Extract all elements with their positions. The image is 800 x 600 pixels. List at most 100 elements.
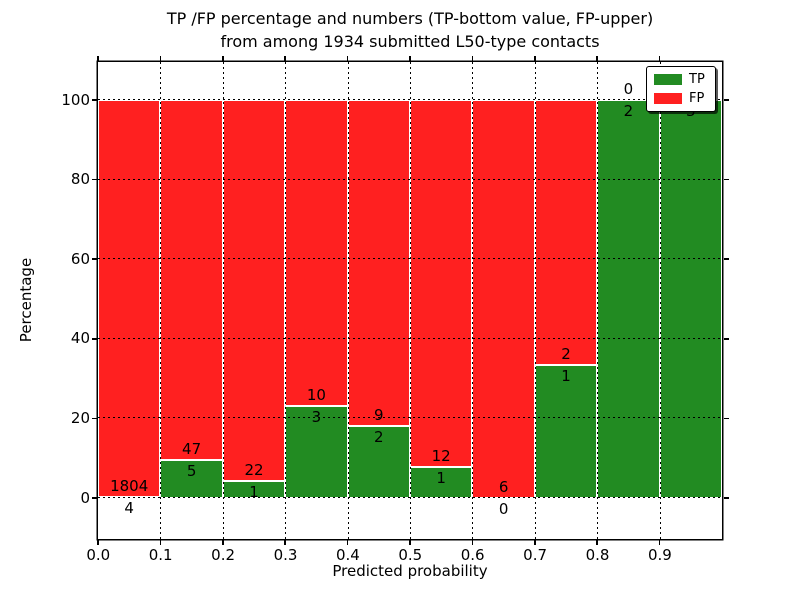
tick-label-x: 0.6 [460, 546, 485, 564]
gridline-vertical [285, 62, 287, 539]
gridline-vertical [160, 62, 162, 539]
legend: TP FP [646, 66, 716, 112]
tick-label-y: 60 [70, 249, 90, 268]
bar-count-label-tp: 0 [498, 500, 509, 518]
tick-mark-y-left [91, 497, 97, 499]
tick-mark-x-top [658, 56, 661, 61]
tick-mark-y-left [91, 417, 97, 420]
tick-mark-y-left [91, 99, 97, 101]
chart-title-line-1: TP /FP percentage and numbers (TP-bottom… [166, 9, 654, 28]
x-axis-label: Predicted probability [332, 562, 488, 580]
tick-label-x: 0.9 [647, 546, 672, 564]
tick-mark-x-top [346, 56, 349, 61]
gridline-horizontal [98, 99, 722, 100]
tick-mark-x-top [534, 56, 536, 61]
bar-count-label-fp: 1804 [110, 477, 149, 496]
tick-mark-x-top [409, 56, 411, 61]
tick-label-x: 0.0 [86, 546, 111, 564]
gridline-horizontal [98, 337, 722, 339]
tick-label-x: 0.4 [335, 546, 360, 564]
bar-segment-fp [285, 100, 348, 407]
legend-swatch-fp [654, 93, 682, 104]
bar-count-label-fp: 12 [431, 447, 451, 466]
bar-segment-tp [534, 365, 598, 498]
legend-row-tp: TP [654, 73, 708, 86]
tick-mark-y-right [723, 258, 729, 260]
legend-label-tp: TP [689, 72, 705, 87]
tick-label-x: 0.2 [211, 546, 236, 564]
bar-count-label-fp: 9 [374, 405, 384, 424]
bar-segment-fp [472, 100, 535, 498]
tick-label-y: 20 [70, 408, 90, 427]
legend-swatch-tp [654, 74, 682, 85]
plot-area: 180444752211039212160210203 [98, 62, 722, 539]
bar-count-label-fp: 2 [561, 345, 571, 364]
tick-mark-x-bottom [222, 540, 224, 545]
bar-count-label-tp: 1 [249, 482, 259, 501]
tick-mark-y-right [723, 99, 729, 101]
tick-label-x: 0.8 [585, 546, 610, 564]
tick-label-y: 80 [70, 170, 90, 189]
tick-label-x: 0.1 [148, 546, 173, 564]
y-axis-label: Percentage [17, 257, 35, 343]
tick-label-y: 0 [80, 488, 90, 507]
gridline-vertical [534, 62, 536, 539]
tick-mark-x-bottom [658, 540, 661, 545]
tick-mark-y-left [91, 338, 97, 340]
tick-mark-x-bottom [596, 540, 598, 545]
tick-label-x: 0.5 [398, 546, 423, 564]
gridline-horizontal [98, 258, 722, 260]
gridline-horizontal [98, 178, 722, 180]
chart-title-line-2: from among 1934 submitted L50-type conta… [220, 32, 600, 51]
gridline-vertical [410, 62, 411, 539]
tick-mark-x-top [97, 56, 99, 61]
bar-count-label-tp: 4 [124, 499, 134, 518]
tick-mark-y-right [723, 417, 729, 420]
tick-mark-y-right [723, 497, 729, 499]
bar-count-label-tp: 2 [623, 102, 634, 120]
tick-mark-x-top [159, 56, 162, 61]
tick-mark-x-top [284, 56, 286, 61]
bar-count-label-tp: 2 [374, 427, 384, 446]
bar-count-label-fp: 10 [306, 386, 326, 405]
bar-segment-fp [160, 100, 223, 460]
bar-segment-fp [222, 100, 286, 481]
gridline-horizontal [98, 497, 722, 498]
tick-mark-x-bottom [409, 540, 411, 545]
bar-segment-fp [534, 100, 598, 366]
tick-mark-x-bottom [97, 540, 99, 545]
tick-mark-x-top [222, 56, 224, 61]
bar-segment-tp [659, 100, 722, 498]
tick-mark-x-bottom [159, 540, 162, 545]
tick-mark-y-right [723, 338, 729, 340]
tick-label-x: 0.3 [273, 546, 298, 564]
tick-label-y: 100 [61, 90, 90, 109]
tick-label-y: 40 [70, 329, 90, 348]
bar-segment-tp [597, 100, 660, 498]
bar-segment-fp [98, 100, 161, 498]
tick-mark-y-left [91, 258, 97, 260]
bar-count-label-fp: 6 [498, 478, 509, 496]
chart-title: TP /FP percentage and numbers (TP-bottom… [98, 7, 722, 53]
gridline-vertical [472, 62, 474, 539]
tick-mark-x-bottom [284, 540, 286, 545]
tick-mark-x-bottom [534, 540, 536, 545]
gridline-vertical [347, 62, 349, 539]
bar-segment-fp [410, 100, 473, 468]
legend-row-fp: FP [654, 92, 708, 105]
bar-count-label-fp: 22 [244, 460, 264, 479]
bar-count-label-fp: 47 [182, 439, 202, 458]
legend-label-fp: FP [689, 91, 705, 106]
bar-count-label-tp: 5 [186, 461, 197, 480]
tick-mark-y-left [91, 178, 97, 181]
bar-count-label-fp: 0 [623, 80, 634, 98]
bar-count-label-tp: 1 [561, 367, 571, 386]
tick-mark-y-right [723, 178, 729, 181]
bar-segment-tp [285, 406, 348, 498]
tick-mark-x-bottom [471, 540, 474, 545]
bar-count-label-tp: 3 [311, 408, 322, 427]
gridline-vertical [659, 62, 661, 539]
bar-count-label-tp: 1 [436, 469, 446, 488]
gridline-horizontal [98, 417, 722, 419]
